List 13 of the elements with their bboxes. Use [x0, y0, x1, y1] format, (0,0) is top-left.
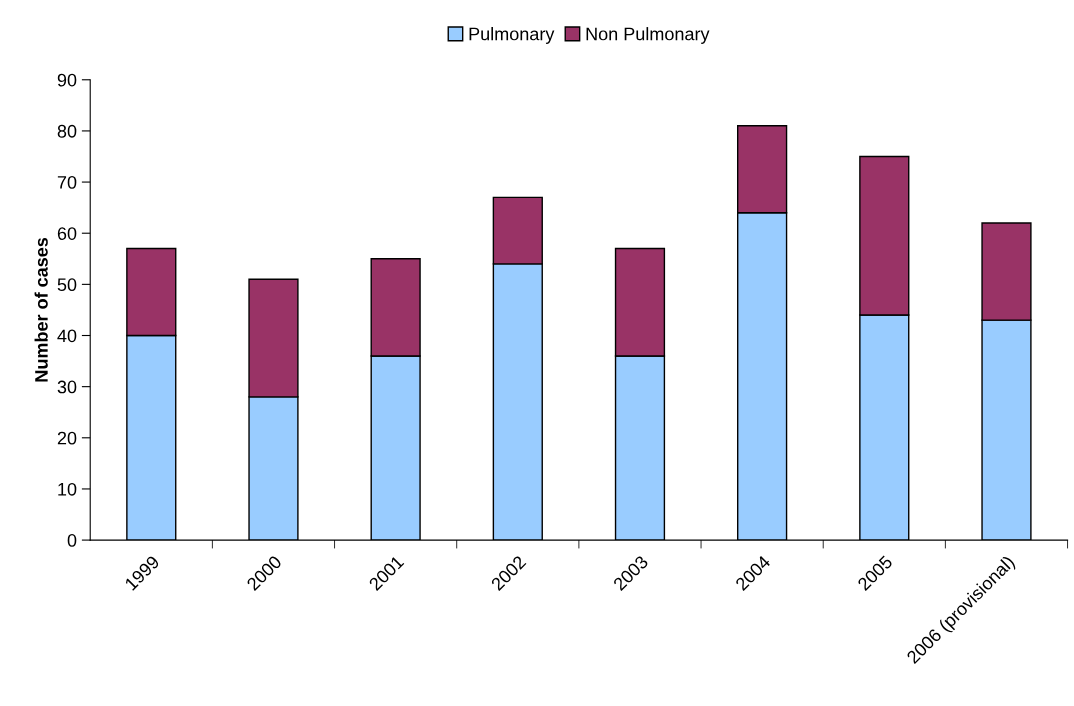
y-tick-label: 20 [57, 431, 77, 445]
legend-label: Non Pulmonary [586, 27, 710, 44]
legend-label: Pulmonary [469, 27, 555, 44]
y-tick-label: 30 [57, 380, 77, 394]
y-tick-label: 10 [58, 482, 77, 496]
y-tick-label: 60 [57, 227, 77, 240]
y-tick-label: 50 [57, 278, 77, 292]
y-tick-label: 40 [57, 329, 77, 343]
y-tick-label: 80 [57, 124, 77, 138]
y-tick-label: 70 [57, 176, 77, 189]
y-axis-title: Number of cases [34, 237, 48, 382]
y-tick-label: 0 [67, 534, 77, 547]
y-tick-label: 90 [57, 73, 77, 87]
